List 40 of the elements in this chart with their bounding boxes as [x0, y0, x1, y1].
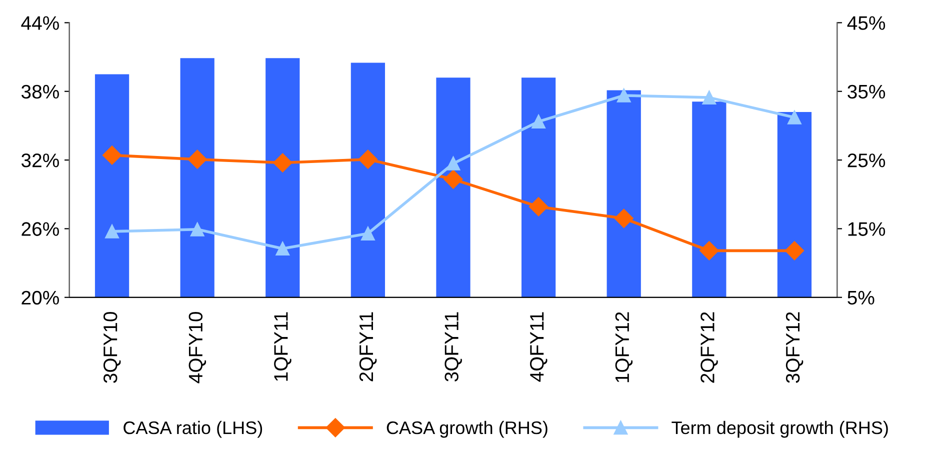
point — [358, 150, 378, 169]
legend-label: CASA ratio (LHS) — [124, 420, 262, 438]
y-tick-label: 32% — [21, 154, 59, 168]
legend-label: CASA growth (RHS) — [386, 420, 548, 438]
x-tick-label: 1QFY12 — [615, 312, 633, 382]
point — [361, 226, 375, 240]
x-tick-label: 3QFY11 — [444, 312, 462, 382]
y2-tick-label: 35% — [848, 84, 886, 99]
x-tick-label: 4QFY10 — [188, 312, 206, 384]
point — [276, 242, 290, 256]
y-tick-label: 44% — [21, 16, 59, 30]
point — [702, 90, 716, 104]
x-tick-label: 2QFY11 — [359, 312, 377, 382]
x-tick-label: 4QFY11 — [530, 312, 548, 382]
y-tick-label: 38% — [21, 84, 59, 99]
y2-tick-label: 45% — [847, 16, 886, 30]
point — [446, 156, 460, 170]
y2-tick-label: 25% — [848, 154, 886, 168]
point — [102, 146, 122, 165]
point — [614, 208, 634, 228]
point — [529, 197, 548, 216]
point — [532, 114, 546, 129]
point — [616, 88, 631, 102]
x-tick-label: 1QFY11 — [274, 312, 292, 381]
point — [784, 241, 804, 260]
y2-tick-label: 15% — [848, 222, 886, 236]
x-tick-label: 3QFY10 — [103, 312, 121, 383]
y-tick-label: 26% — [22, 222, 59, 236]
point — [190, 222, 204, 236]
point — [444, 170, 463, 189]
point — [700, 241, 719, 260]
y2-tick-label: 5% — [848, 290, 874, 305]
point — [188, 150, 207, 169]
point — [105, 224, 119, 238]
legend-label: Term deposit growth (RHS) — [672, 420, 888, 438]
point — [273, 153, 292, 172]
y-tick-label: 20% — [22, 290, 59, 305]
x-tick-label: 2QFY12 — [700, 312, 718, 383]
point — [788, 110, 802, 124]
x-tick-label: 3QFY12 — [786, 312, 804, 383]
